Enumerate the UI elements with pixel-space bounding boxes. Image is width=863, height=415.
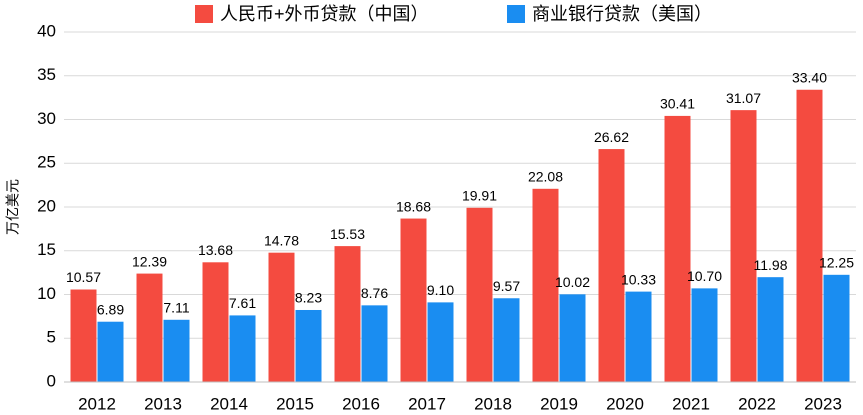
bar bbox=[427, 302, 454, 382]
value-label: 7.61 bbox=[229, 295, 256, 311]
value-label: 8.23 bbox=[295, 290, 322, 306]
bar bbox=[493, 298, 520, 382]
bar bbox=[400, 218, 427, 382]
x-tick-label: 2012 bbox=[78, 394, 116, 413]
x-tick-label: 2023 bbox=[804, 394, 842, 413]
x-tick-label: 2019 bbox=[540, 394, 578, 413]
y-tick-label: 25 bbox=[37, 153, 56, 172]
legend-swatch bbox=[195, 5, 213, 23]
bar bbox=[163, 319, 190, 382]
value-label: 10.57 bbox=[66, 269, 101, 285]
value-label: 15.53 bbox=[330, 226, 365, 242]
legend-label: 人民币+外币贷款（中国） bbox=[220, 4, 429, 24]
value-label: 22.08 bbox=[528, 169, 563, 185]
y-tick-label: 0 bbox=[47, 371, 56, 390]
bar bbox=[532, 188, 559, 382]
value-label: 31.07 bbox=[726, 90, 761, 106]
x-tick-label: 2020 bbox=[606, 394, 644, 413]
value-label: 30.41 bbox=[660, 96, 695, 112]
x-tick-label: 2015 bbox=[276, 394, 314, 413]
value-label: 9.57 bbox=[493, 278, 520, 294]
y-tick-label: 20 bbox=[37, 196, 56, 215]
value-label: 10.33 bbox=[621, 271, 656, 287]
bar bbox=[625, 291, 652, 382]
bar bbox=[97, 321, 124, 382]
x-tick-label: 2021 bbox=[672, 394, 710, 413]
x-tick-label: 2013 bbox=[144, 394, 182, 413]
x-tick-label: 2014 bbox=[210, 394, 248, 413]
value-label: 12.25 bbox=[819, 255, 854, 271]
bar bbox=[334, 246, 361, 382]
value-label: 7.11 bbox=[163, 299, 189, 315]
bar bbox=[823, 274, 850, 382]
bar bbox=[136, 273, 163, 382]
value-label: 10.70 bbox=[687, 268, 722, 284]
value-label: 26.62 bbox=[594, 129, 629, 145]
bar bbox=[268, 252, 295, 382]
bar bbox=[691, 288, 718, 382]
value-label: 11.98 bbox=[754, 257, 788, 273]
value-label: 33.40 bbox=[792, 69, 827, 85]
bar bbox=[796, 89, 823, 382]
bar bbox=[361, 305, 388, 382]
value-label: 14.78 bbox=[264, 232, 299, 248]
bar bbox=[466, 207, 493, 382]
bar bbox=[664, 115, 691, 382]
bar bbox=[598, 149, 625, 382]
value-label: 8.76 bbox=[361, 285, 388, 301]
legend-label: 商业银行贷款（美国） bbox=[532, 4, 712, 24]
value-label: 12.39 bbox=[132, 253, 167, 269]
value-label: 19.91 bbox=[462, 187, 497, 203]
y-tick-label: 35 bbox=[37, 65, 56, 84]
bar bbox=[70, 289, 97, 382]
x-tick-label: 2017 bbox=[408, 394, 446, 413]
x-tick-label: 2016 bbox=[342, 394, 380, 413]
y-tick-label: 15 bbox=[37, 240, 56, 259]
value-label: 13.68 bbox=[198, 242, 233, 258]
x-tick-label: 2018 bbox=[474, 394, 512, 413]
y-tick-label: 10 bbox=[37, 284, 56, 303]
bar bbox=[757, 277, 784, 382]
value-label: 18.68 bbox=[396, 198, 431, 214]
value-label: 9.10 bbox=[427, 282, 454, 298]
bar bbox=[559, 294, 586, 382]
value-label: 10.02 bbox=[555, 274, 590, 290]
value-label: 6.89 bbox=[97, 301, 124, 317]
y-tick-label: 30 bbox=[37, 109, 56, 128]
bar bbox=[730, 110, 757, 382]
legend-swatch bbox=[507, 5, 525, 23]
y-axis-label: 万亿美元 bbox=[5, 179, 21, 235]
y-tick-label: 5 bbox=[47, 328, 56, 347]
bar bbox=[295, 309, 322, 382]
x-tick-label: 2022 bbox=[738, 394, 776, 413]
bar bbox=[229, 315, 256, 382]
bar bbox=[202, 262, 229, 382]
y-tick-label: 40 bbox=[37, 21, 56, 40]
